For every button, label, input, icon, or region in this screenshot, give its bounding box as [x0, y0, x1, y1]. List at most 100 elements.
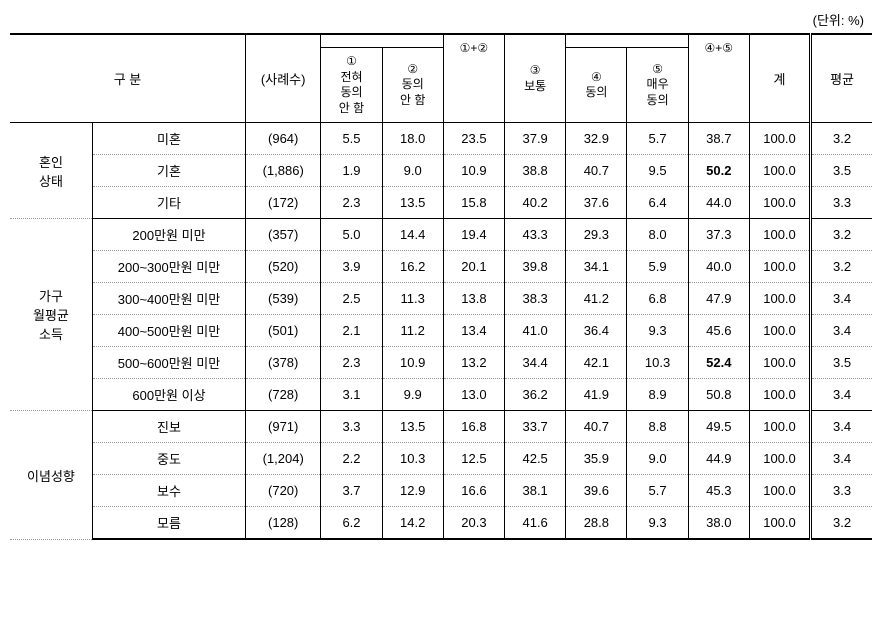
cell-value: 47.9 [688, 283, 749, 315]
cell-value: 37.3 [688, 219, 749, 251]
cell-value: 2.2 [321, 443, 382, 475]
cell-value: 40.7 [566, 411, 627, 443]
cell-value: 35.9 [566, 443, 627, 475]
cell-value: 6.4 [627, 187, 688, 219]
cell-value: 100.0 [749, 251, 810, 283]
cell-value: 38.7 [688, 123, 749, 155]
table-row: 기혼(1,886)1.99.010.938.840.79.550.2100.03… [10, 155, 872, 187]
cell-value: 100.0 [749, 219, 810, 251]
cell-value: 13.2 [443, 347, 504, 379]
cell-value: 42.5 [505, 443, 566, 475]
table-row: 500~600만원 미만(378)2.310.913.234.442.110.3… [10, 347, 872, 379]
cell-value: 42.1 [566, 347, 627, 379]
header-c45: ④+⑤ [688, 34, 749, 123]
cell-value: 3.3 [811, 187, 872, 219]
cell-value: 37.9 [505, 123, 566, 155]
cell-n: (539) [246, 283, 321, 315]
row-label: 보수 [92, 475, 245, 507]
cell-value: 13.0 [443, 379, 504, 411]
header-total: 계 [749, 34, 810, 123]
cell-value: 20.1 [443, 251, 504, 283]
cell-value: 52.4 [688, 347, 749, 379]
cell-value: 3.4 [811, 411, 872, 443]
unit-label: (단위: %) [10, 10, 872, 29]
cell-value: 3.3 [811, 475, 872, 507]
cell-value: 16.8 [443, 411, 504, 443]
cell-value: 3.4 [811, 379, 872, 411]
cell-value: 100.0 [749, 507, 810, 540]
cell-value: 41.9 [566, 379, 627, 411]
cell-value: 10.3 [382, 443, 443, 475]
cell-value: 37.6 [566, 187, 627, 219]
row-label: 중도 [92, 443, 245, 475]
table-row: 모름(128)6.214.220.341.628.89.338.0100.03.… [10, 507, 872, 540]
cell-n: (172) [246, 187, 321, 219]
cell-value: 6.8 [627, 283, 688, 315]
cell-value: 100.0 [749, 347, 810, 379]
cell-value: 9.3 [627, 315, 688, 347]
cell-value: 14.4 [382, 219, 443, 251]
cell-n: (378) [246, 347, 321, 379]
cell-value: 3.4 [811, 283, 872, 315]
row-label: 300~400만원 미만 [92, 283, 245, 315]
cell-value: 50.2 [688, 155, 749, 187]
cell-value: 3.5 [811, 347, 872, 379]
header-avg: 평균 [811, 34, 872, 123]
cell-value: 12.9 [382, 475, 443, 507]
cell-value: 38.8 [505, 155, 566, 187]
cell-value: 14.2 [382, 507, 443, 540]
header-c4: ④동의 [566, 48, 627, 123]
cell-value: 34.1 [566, 251, 627, 283]
header-n: (사례수) [246, 34, 321, 123]
cell-value: 3.7 [321, 475, 382, 507]
cell-value: 50.8 [688, 379, 749, 411]
cell-value: 45.3 [688, 475, 749, 507]
cell-value: 5.9 [627, 251, 688, 283]
cell-value: 15.8 [443, 187, 504, 219]
header-c2: ②동의안 함 [382, 48, 443, 123]
table-row: 보수(720)3.712.916.638.139.65.745.3100.03.… [10, 475, 872, 507]
cell-value: 41.6 [505, 507, 566, 540]
cell-value: 41.0 [505, 315, 566, 347]
cell-value: 2.3 [321, 187, 382, 219]
cell-value: 8.0 [627, 219, 688, 251]
row-label: 기타 [92, 187, 245, 219]
cell-value: 5.7 [627, 475, 688, 507]
section-label: 혼인상태 [10, 123, 92, 219]
table-row: 가구월평균소득200만원 미만(357)5.014.419.443.329.38… [10, 219, 872, 251]
table-row: 400~500만원 미만(501)2.111.213.441.036.49.34… [10, 315, 872, 347]
row-label: 진보 [92, 411, 245, 443]
cell-n: (720) [246, 475, 321, 507]
cell-n: (964) [246, 123, 321, 155]
cell-n: (128) [246, 507, 321, 540]
cell-value: 5.0 [321, 219, 382, 251]
row-label: 600만원 이상 [92, 379, 245, 411]
table-row: 기타(172)2.313.515.840.237.66.444.0100.03.… [10, 187, 872, 219]
cell-value: 13.5 [382, 187, 443, 219]
cell-value: 100.0 [749, 155, 810, 187]
table-row: 600만원 이상(728)3.19.913.036.241.98.950.810… [10, 379, 872, 411]
header-c5: ⑤매우동의 [627, 48, 688, 123]
cell-value: 2.5 [321, 283, 382, 315]
cell-value: 40.2 [505, 187, 566, 219]
cell-value: 100.0 [749, 379, 810, 411]
section-label: 이념성향 [10, 411, 92, 540]
cell-value: 100.0 [749, 475, 810, 507]
cell-value: 3.2 [811, 507, 872, 540]
cell-value: 3.1 [321, 379, 382, 411]
cell-n: (971) [246, 411, 321, 443]
cell-value: 6.2 [321, 507, 382, 540]
cell-value: 10.9 [382, 347, 443, 379]
cell-value: 10.3 [627, 347, 688, 379]
cell-value: 29.3 [566, 219, 627, 251]
cell-value: 3.5 [811, 155, 872, 187]
header-c12: ①+② [443, 34, 504, 123]
cell-value: 33.7 [505, 411, 566, 443]
cell-value: 13.5 [382, 411, 443, 443]
cell-value: 34.4 [505, 347, 566, 379]
cell-n: (357) [246, 219, 321, 251]
cell-value: 8.8 [627, 411, 688, 443]
cell-n: (728) [246, 379, 321, 411]
cell-value: 8.9 [627, 379, 688, 411]
cell-value: 2.1 [321, 315, 382, 347]
